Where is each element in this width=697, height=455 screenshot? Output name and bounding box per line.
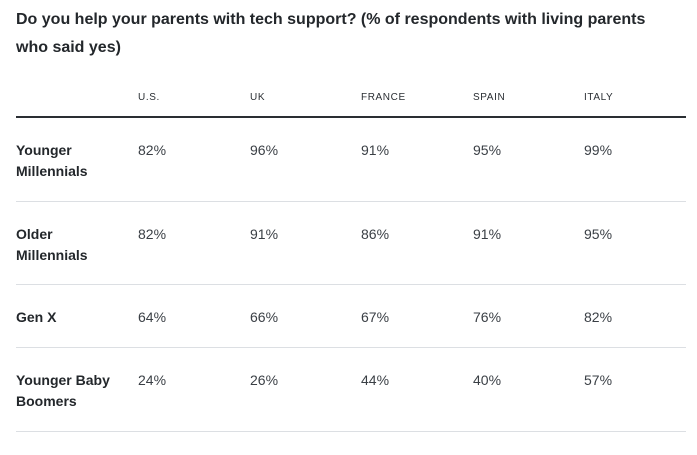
column-header-france: FRANCE (361, 92, 406, 103)
table-row: Younger Baby Boomers 24% 26% 44% 40% 57% (16, 348, 686, 432)
table-row: Younger Millennials 82% 96% 91% 95% 99% (16, 118, 686, 202)
table-cell: 26% (250, 372, 279, 388)
column-header-uk: UK (250, 92, 266, 103)
row-label: Gen X (16, 309, 57, 325)
row-label: Younger Baby Boomers (16, 372, 110, 409)
table-header-row: U.S. UK FRANCE SPAIN ITALY (16, 78, 686, 118)
table-cell: 82% (584, 309, 613, 325)
table-cell: 99% (584, 142, 613, 158)
row-label: Older Millennials (16, 226, 88, 263)
table-cell: 86% (361, 226, 390, 242)
table-cell: 91% (361, 142, 390, 158)
column-header-us: U.S. (138, 92, 160, 103)
table-cell: 24% (138, 372, 167, 388)
table-cell: 76% (473, 309, 502, 325)
table-cell: 91% (473, 226, 502, 242)
table-cell: 57% (584, 372, 613, 388)
table-cell: 44% (361, 372, 390, 388)
table-row: Older Millennials 82% 91% 86% 91% 95% (16, 202, 686, 285)
table-cell: 91% (250, 226, 279, 242)
column-header-spain: SPAIN (473, 92, 506, 103)
column-header-italy: ITALY (584, 92, 614, 103)
table-cell: 82% (138, 142, 167, 158)
table-cell: 95% (473, 142, 502, 158)
table-cell: 67% (361, 309, 390, 325)
table-cell: 95% (584, 226, 613, 242)
table-cell: 82% (138, 226, 167, 242)
table-cell: 64% (138, 309, 167, 325)
table-cell: 40% (473, 372, 502, 388)
row-label: Younger Millennials (16, 142, 88, 179)
table-cell: 96% (250, 142, 279, 158)
data-table: U.S. UK FRANCE SPAIN ITALY Younger Mille… (16, 78, 686, 432)
table-cell: 66% (250, 309, 279, 325)
chart-title: Do you help your parents with tech suppo… (16, 11, 646, 56)
table-row: Gen X 64% 66% 67% 76% 82% (16, 285, 686, 348)
